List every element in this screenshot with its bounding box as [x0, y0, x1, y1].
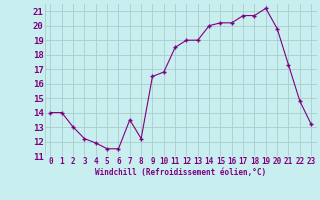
X-axis label: Windchill (Refroidissement éolien,°C): Windchill (Refroidissement éolien,°C) [95, 168, 266, 177]
